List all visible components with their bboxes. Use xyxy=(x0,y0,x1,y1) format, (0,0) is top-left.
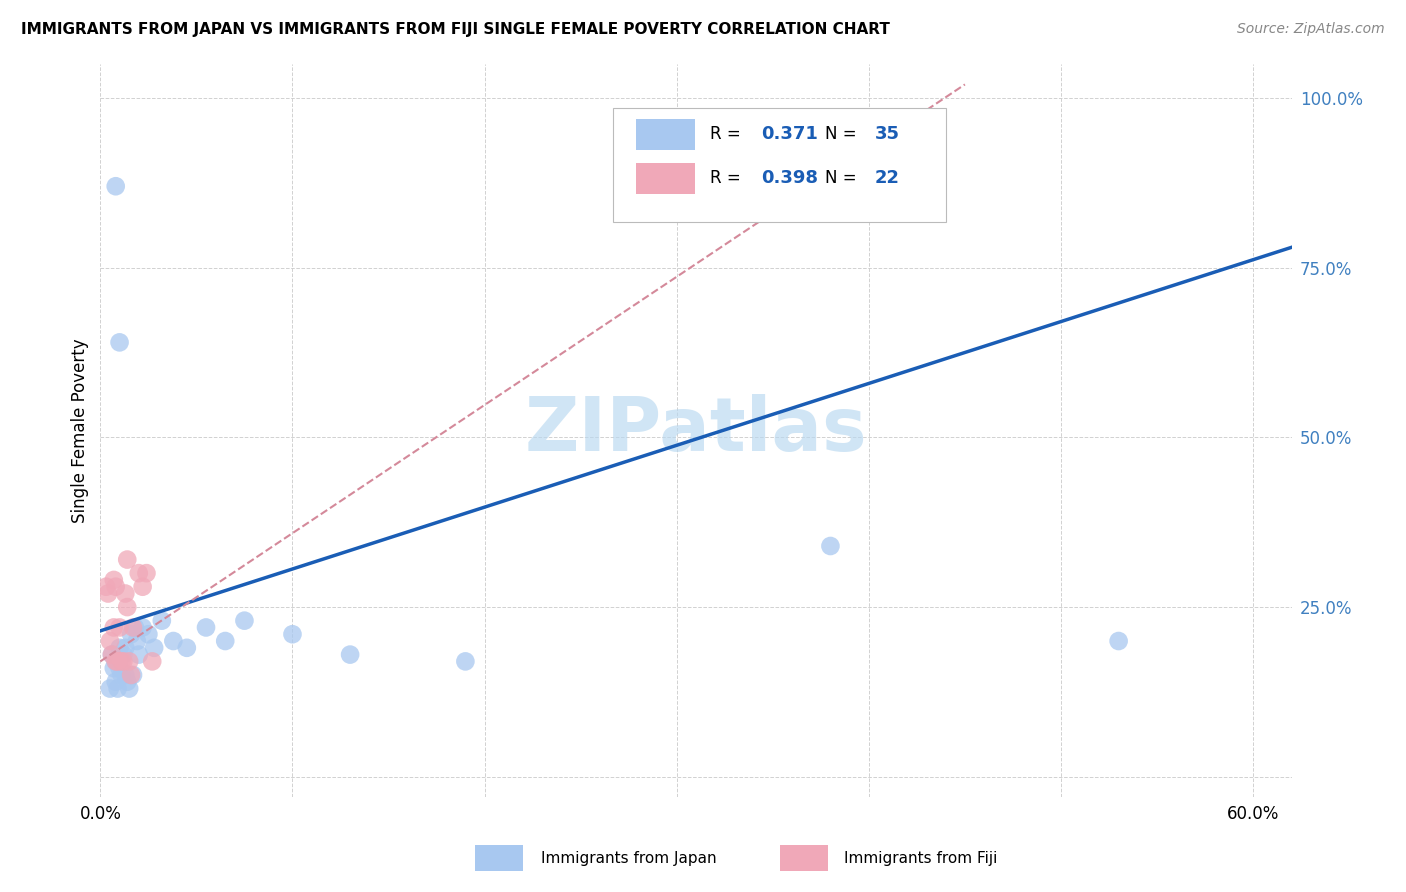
Point xyxy=(122,620,145,634)
Point xyxy=(214,634,236,648)
FancyBboxPatch shape xyxy=(637,119,695,150)
Point xyxy=(117,600,139,615)
Point xyxy=(104,654,127,668)
Text: 35: 35 xyxy=(875,126,900,144)
Text: ZIPatlas: ZIPatlas xyxy=(524,394,868,467)
Point xyxy=(104,179,127,194)
Y-axis label: Single Female Poverty: Single Female Poverty xyxy=(72,338,89,523)
Text: Source: ZipAtlas.com: Source: ZipAtlas.com xyxy=(1237,22,1385,37)
Point xyxy=(112,648,135,662)
Point xyxy=(120,668,142,682)
Point xyxy=(1108,634,1130,648)
Text: N =: N = xyxy=(824,126,862,144)
Point xyxy=(97,586,120,600)
FancyBboxPatch shape xyxy=(637,163,695,194)
Text: 22: 22 xyxy=(875,169,900,187)
Text: Immigrants from Japan: Immigrants from Japan xyxy=(541,851,717,865)
Text: R =: R = xyxy=(710,169,747,187)
Point xyxy=(103,661,125,675)
Point xyxy=(101,648,124,662)
Point xyxy=(281,627,304,641)
Point xyxy=(176,640,198,655)
Point xyxy=(107,681,129,696)
Point xyxy=(128,648,150,662)
Point xyxy=(135,566,157,581)
Point xyxy=(104,654,127,668)
Text: N =: N = xyxy=(824,169,862,187)
Point xyxy=(108,640,131,655)
Point xyxy=(150,614,173,628)
Point xyxy=(114,668,136,682)
Text: R =: R = xyxy=(710,126,747,144)
Point xyxy=(110,668,132,682)
Point xyxy=(131,580,153,594)
Point xyxy=(112,654,135,668)
Point xyxy=(103,573,125,587)
Point xyxy=(104,580,127,594)
Point xyxy=(108,661,131,675)
Point xyxy=(118,654,141,668)
Point xyxy=(98,634,121,648)
Point xyxy=(162,634,184,648)
Point xyxy=(114,640,136,655)
Point xyxy=(125,634,148,648)
Point xyxy=(141,654,163,668)
Point xyxy=(138,627,160,641)
Point xyxy=(101,648,124,662)
Point xyxy=(110,654,132,668)
Point xyxy=(103,620,125,634)
Point xyxy=(108,620,131,634)
Point xyxy=(128,566,150,581)
Point xyxy=(118,681,141,696)
Point xyxy=(454,654,477,668)
Point xyxy=(120,627,142,641)
Point xyxy=(98,681,121,696)
Point xyxy=(94,580,117,594)
Text: 0.398: 0.398 xyxy=(762,169,818,187)
Text: 0.371: 0.371 xyxy=(762,126,818,144)
Point xyxy=(143,640,166,655)
Point xyxy=(195,620,218,634)
Point xyxy=(117,552,139,566)
Point xyxy=(117,674,139,689)
Point xyxy=(233,614,256,628)
Text: IMMIGRANTS FROM JAPAN VS IMMIGRANTS FROM FIJI SINGLE FEMALE POVERTY CORRELATION : IMMIGRANTS FROM JAPAN VS IMMIGRANTS FROM… xyxy=(21,22,890,37)
Point xyxy=(114,586,136,600)
Point xyxy=(131,620,153,634)
Point xyxy=(124,620,146,634)
FancyBboxPatch shape xyxy=(613,108,946,222)
Point xyxy=(107,654,129,668)
Text: Immigrants from Fiji: Immigrants from Fiji xyxy=(844,851,997,865)
Point xyxy=(122,668,145,682)
Point xyxy=(339,648,361,662)
Point xyxy=(108,335,131,350)
Point xyxy=(820,539,842,553)
Point xyxy=(104,674,127,689)
